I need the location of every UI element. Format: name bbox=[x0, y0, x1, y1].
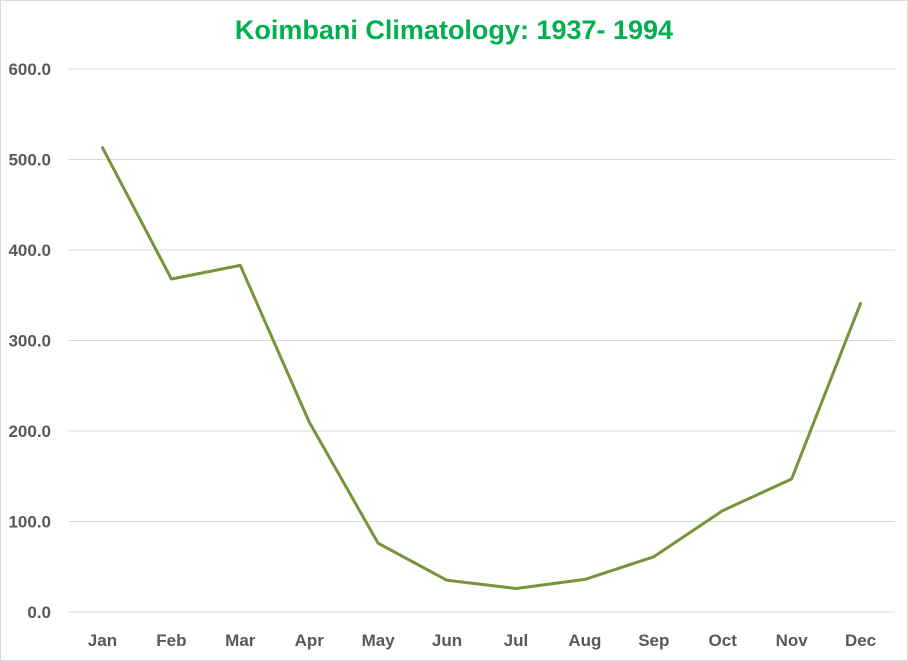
x-tick-label: Oct bbox=[709, 631, 738, 650]
gridlines bbox=[68, 68, 895, 613]
x-tick-label: Jun bbox=[432, 631, 462, 650]
y-tick-label: 0.0 bbox=[27, 603, 51, 622]
chart-title: Koimbani Climatology: 1937- 1994 bbox=[234, 15, 674, 45]
x-axis-tick-labels: Jan Feb Mar Apr May Jun Jul Aug Sep Oct Nov Dec bbox=[88, 631, 876, 650]
x-tick-label: Nov bbox=[776, 631, 809, 650]
y-tick-label: 100.0 bbox=[8, 513, 51, 532]
x-tick-label: Sep bbox=[638, 631, 669, 650]
series-layer bbox=[101, 146, 862, 590]
y-axis-tick-labels: 0.0 100.0 200.0 300.0 400.0 500.0 600.0 bbox=[8, 60, 51, 622]
x-tick-label: Dec bbox=[845, 631, 876, 650]
series-line bbox=[101, 146, 862, 590]
y-tick-label: 300.0 bbox=[8, 332, 51, 351]
x-tick-label: Mar bbox=[225, 631, 256, 650]
x-tick-label: Jan bbox=[88, 631, 117, 650]
x-tick-label: Jul bbox=[504, 631, 529, 650]
y-tick-label: 200.0 bbox=[8, 422, 51, 441]
x-tick-label: Feb bbox=[156, 631, 186, 650]
y-tick-label: 600.0 bbox=[8, 60, 51, 79]
y-tick-label: 500.0 bbox=[8, 151, 51, 170]
y-tick-label: 400.0 bbox=[8, 241, 51, 260]
x-tick-label: Apr bbox=[295, 631, 325, 650]
x-tick-label: Aug bbox=[568, 631, 601, 650]
x-tick-label: May bbox=[362, 631, 396, 650]
